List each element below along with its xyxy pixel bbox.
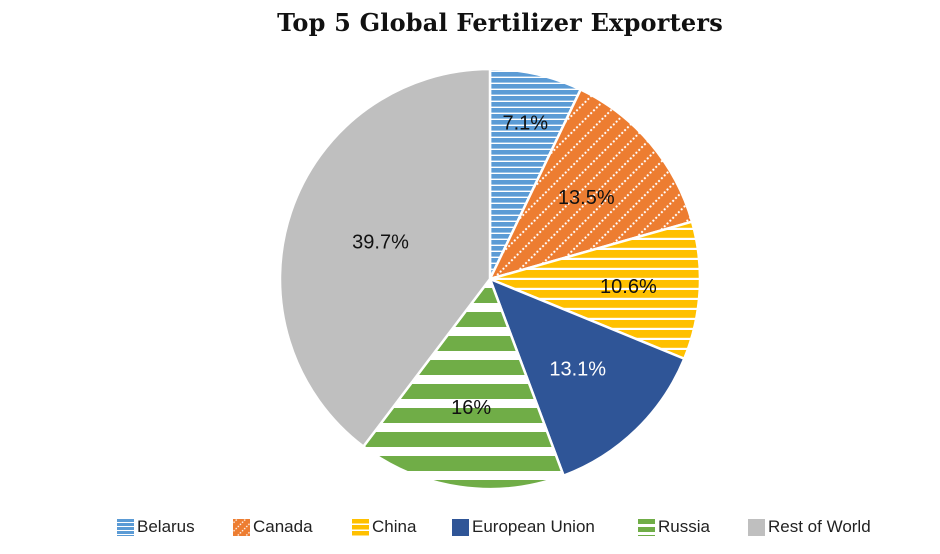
pie-slice-russia	[362, 277, 565, 491]
legend-swatch-china	[352, 518, 369, 536]
legend-label-russia: Russia	[658, 517, 710, 536]
pie-slice-rest-of-world	[278, 67, 492, 448]
slice-label-rest-of-world: 39.7%	[352, 231, 409, 253]
pie-slice-european-union	[488, 277, 686, 477]
legend-label-china: China	[372, 517, 417, 536]
legend-item-canada: Canada	[233, 514, 313, 540]
legend-swatch-canada	[233, 518, 250, 536]
legend-label-rest-of-world: Rest of World	[768, 517, 871, 536]
pie-slice-china	[488, 220, 702, 360]
chart-title: Top 5 Global Fertilizer Exporters	[277, 8, 723, 37]
legend-item-rest-of-world: Rest of World	[748, 514, 871, 540]
legend-label-european-union: European Union	[472, 517, 595, 536]
legend-item-belarus: Belarus	[117, 514, 195, 540]
slice-label-china: 10.6%	[600, 276, 657, 298]
legend-label-belarus: Belarus	[137, 517, 195, 536]
slice-label-russia: 16%	[451, 397, 491, 419]
legend-item-russia: Russia	[638, 514, 710, 540]
legend-swatch-belarus	[117, 518, 134, 536]
pie-chart: 7.1% 13.5% 10.6% 13.1% 16% 39.7%	[278, 67, 702, 491]
legend-swatch-european-union	[452, 518, 469, 536]
slice-label-canada: 13.5%	[558, 187, 615, 209]
chart-legend: Belarus Canada China European Union Russia Re…	[0, 514, 940, 540]
legend-swatch-russia	[638, 518, 655, 536]
legend-label-canada: Canada	[253, 517, 313, 536]
slice-label-european-union: 13.1%	[549, 359, 606, 381]
legend-item-european-union: European Union	[452, 514, 595, 540]
legend-item-china: China	[352, 514, 416, 540]
pie-slice-canada	[488, 88, 694, 281]
legend-swatch-rest-of-world	[748, 518, 765, 536]
slice-label-belarus: 7.1%	[503, 112, 549, 134]
